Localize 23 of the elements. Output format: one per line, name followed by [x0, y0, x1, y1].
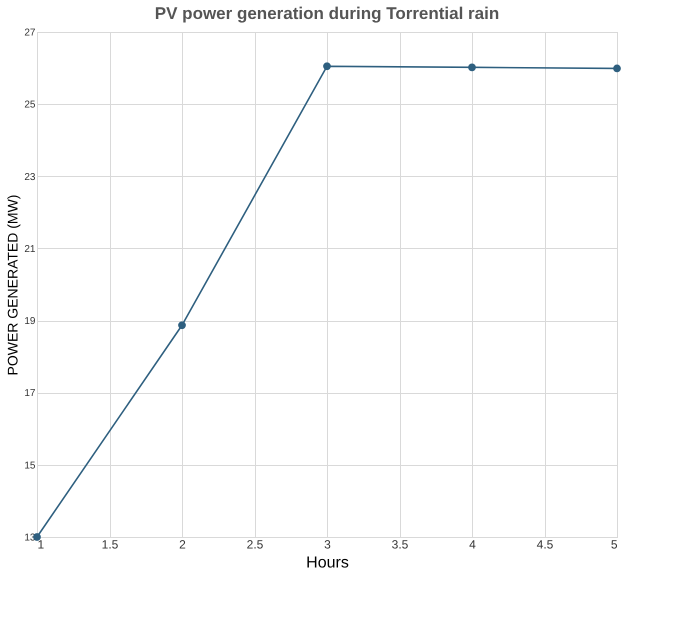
x-tick-label: 3.5 — [392, 538, 409, 552]
chart-title: PV power generation during Torrential rain — [154, 4, 500, 23]
x-tick-label: 2 — [179, 538, 186, 552]
y-tick-label: 25 — [24, 100, 36, 111]
y-tick-label: 17 — [24, 388, 36, 400]
x-tick-label: 1 — [38, 538, 44, 552]
x-axis-title: Hours — [306, 554, 349, 572]
y-tick-label: 19 — [24, 316, 36, 328]
x-tick-label: 5 — [610, 538, 618, 552]
x-tick-label: 1.5 — [102, 538, 119, 552]
point — [468, 63, 476, 72]
x-tick-label: 2.5 — [246, 538, 264, 552]
y-tick-label: 23 — [24, 172, 36, 183]
y-tick-label: 15 — [24, 460, 36, 472]
x-tick-label: 4 — [469, 538, 476, 552]
y-tick-label: 27 — [24, 28, 36, 38]
point — [613, 64, 621, 72]
point — [323, 62, 331, 70]
point — [178, 321, 186, 330]
x-tick-label: 4.5 — [536, 538, 554, 552]
y-axis-title: POWER GENERATED (MW) — [4, 194, 20, 376]
y-tick-label: 21 — [24, 244, 36, 255]
x-tick-label: 3 — [324, 538, 332, 552]
